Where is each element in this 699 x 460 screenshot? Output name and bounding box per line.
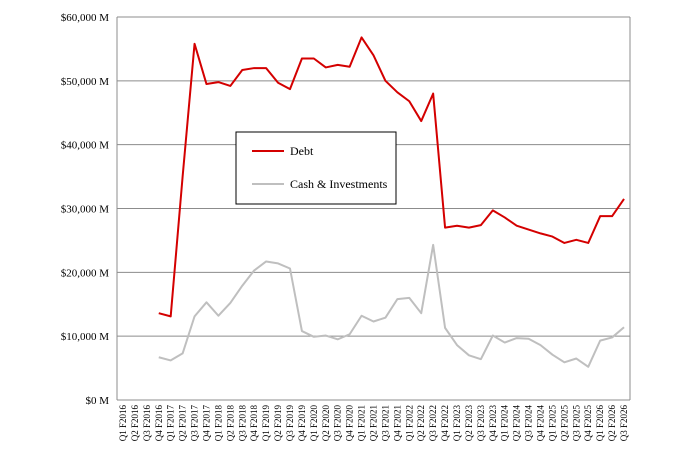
x-tick-label: Q3 F2018 [237, 405, 247, 442]
x-tick-label: Q3 F2026 [619, 405, 629, 442]
x-tick-label: Q2 F2016 [130, 405, 140, 442]
x-tick-label: Q2 F2019 [273, 405, 283, 442]
x-tick-label: Q3 F2023 [476, 405, 486, 442]
x-tick-label: Q2 F2026 [607, 405, 617, 442]
x-tick-label: Q1 F2024 [500, 405, 510, 442]
x-tick-label: Q2 F2018 [225, 405, 235, 442]
x-tick-label: Q1 F2020 [309, 405, 319, 442]
x-tick-label: Q1 F2022 [404, 405, 414, 441]
x-tick-label: Q1 F2026 [595, 405, 605, 442]
y-tick-label: $40,000 M [61, 140, 110, 152]
legend-box [235, 131, 397, 205]
x-tick-label: Q4 F2017 [201, 405, 211, 442]
gridlines [117, 16, 630, 337]
series-lines [158, 36, 625, 368]
y-tick-label: $60,000 M [61, 12, 110, 24]
x-tick-label: Q1 F2018 [213, 405, 223, 442]
x-tick-label: Q2 F2022 [416, 405, 426, 441]
x-tick-label: Q4 F2025 [583, 405, 593, 442]
axes [116, 17, 631, 401]
x-tick-label: Q3 F2017 [190, 405, 200, 442]
y-tick-label: $20,000 M [61, 267, 110, 279]
x-tick-label: Q3 F2025 [571, 405, 581, 442]
x-tick-label: Q3 F2021 [380, 405, 390, 441]
y-tick-label: $30,000 M [61, 204, 110, 216]
legend-label-cash-investments: Cash & Investments [290, 177, 388, 191]
legend-label-debt: Debt [290, 144, 314, 158]
series-line-debt [158, 36, 625, 318]
x-tick-label: Q2 F2021 [369, 405, 379, 441]
x-tick-label: Q3 F2016 [142, 405, 152, 442]
legend: Debt Cash & Investments [235, 131, 397, 205]
x-tick-label: Q1 F2025 [547, 405, 557, 442]
x-tick-label: Q4 F2023 [488, 405, 498, 442]
x-tick-label: Q4 F2018 [249, 405, 259, 442]
y-axis-ticks: $0 M $10,000 M $20,000 M $30,000 M $40,000 M… [61, 12, 110, 407]
x-tick-label: Q2 F2020 [321, 405, 331, 442]
x-axis-ticks: Q1 F2016 Q2 F2016 Q3 F2016 Q4 F2016 Q1 F2017… [118, 405, 629, 442]
x-tick-label: Q4 F2021 [392, 405, 402, 441]
x-tick-label: Q2 F2017 [178, 405, 188, 442]
x-tick-label: Q1 F2017 [166, 405, 176, 442]
x-tick-label: Q1 F2021 [357, 405, 367, 441]
x-tick-label: Q3 F2020 [333, 405, 343, 442]
y-tick-label: $0 M [85, 395, 109, 407]
x-tick-label: Q3 F2019 [285, 405, 295, 442]
x-tick-label: Q4 F2024 [536, 405, 546, 442]
x-tick-label: Q3 F2024 [524, 405, 534, 442]
x-tick-label: Q2 F2024 [512, 405, 522, 442]
x-tick-label: Q4 F2020 [345, 405, 355, 442]
y-tick-label: $10,000 M [61, 331, 110, 343]
x-tick-label: Q1 F2023 [452, 405, 462, 442]
y-tick-label: $50,000 M [61, 76, 110, 88]
x-tick-label: Q4 F2019 [297, 405, 307, 442]
x-tick-label: Q4 F2016 [154, 405, 164, 442]
x-tick-label: Q1 F2016 [118, 405, 128, 442]
x-tick-label: Q1 F2019 [261, 405, 271, 442]
x-tick-label: Q2 F2023 [464, 405, 474, 442]
x-tick-label: Q4 F2022 [440, 405, 450, 441]
x-tick-label: Q2 F2025 [559, 405, 569, 442]
series-line-cash-investments [158, 243, 625, 368]
x-tick-label: Q3 F2022 [428, 405, 438, 441]
